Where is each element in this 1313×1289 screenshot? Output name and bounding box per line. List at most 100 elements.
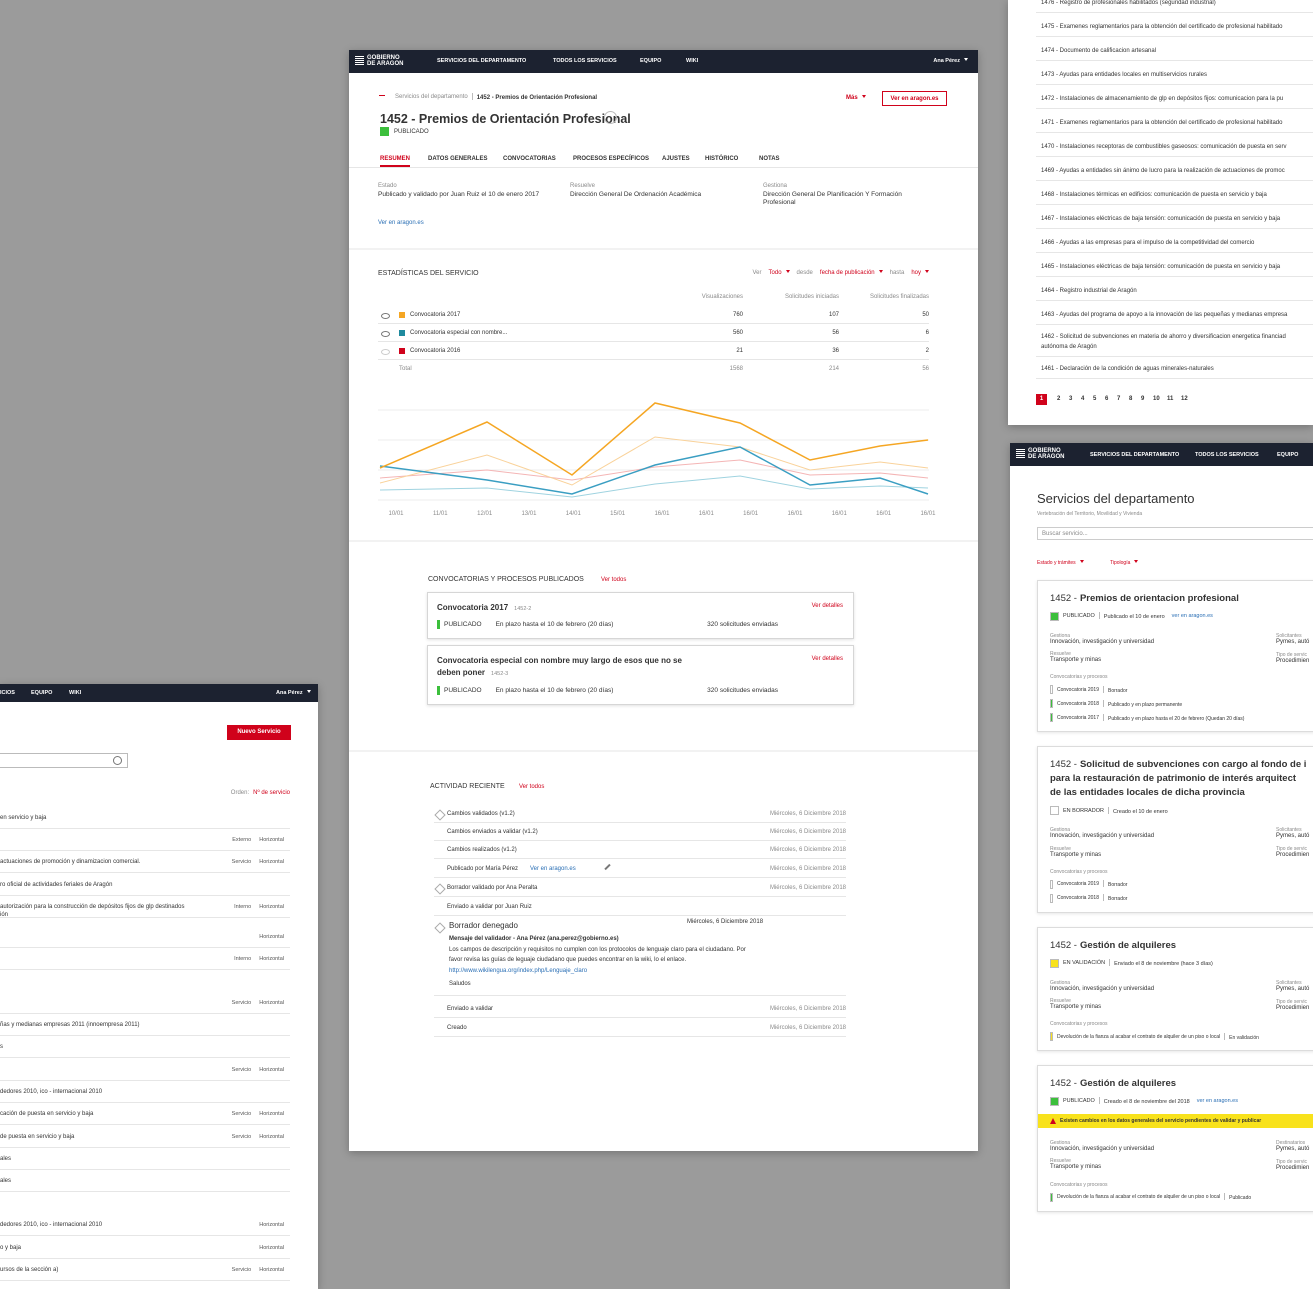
status-link[interactable]: ver en aragon.es — [1171, 613, 1213, 620]
nav-item[interactable]: TODOS LOS SERVICIOS — [553, 58, 617, 64]
page-link[interactable]: 11 — [1167, 396, 1174, 402]
search-box[interactable] — [0, 753, 128, 768]
nav-item[interactable]: WIKI — [686, 58, 699, 64]
service-row-text[interactable]: ales — [0, 1178, 12, 1184]
service-row-text[interactable]: ales — [0, 1156, 12, 1162]
service-item[interactable]: 1472 - Instalaciones de almacenamiento d… — [1041, 96, 1284, 102]
service-row-text[interactable]: de puesta en servicio y baja — [0, 1134, 75, 1140]
service-row-text[interactable]: ursos de la sección a) — [0, 1267, 59, 1273]
tab[interactable]: PROCESOS ESPECÍFICOS — [573, 156, 650, 162]
service-item[interactable]: 1470 - Instalaciones receptoras de combu… — [1041, 144, 1287, 150]
service-item[interactable]: 1461 - Declaración de la condición de ag… — [1041, 366, 1214, 372]
nav-item[interactable]: TODOS LOS SERVICIOS — [1195, 452, 1259, 458]
page-link[interactable]: 1 — [1036, 394, 1047, 405]
service-card[interactable]: 1452 - Premios de orientacion profesional… — [1037, 580, 1313, 733]
service-card[interactable]: 1452 - Solicitud de subvenciones con carg… — [1037, 746, 1313, 913]
service-item[interactable]: 1464 - Registro industrial de Aragón — [1041, 288, 1137, 294]
more-menu[interactable]: Más — [846, 95, 866, 102]
nav-item[interactable]: SERVICIOS DEL DEPARTAMENTO — [437, 58, 527, 64]
filter[interactable]: fecha de publicación — [820, 270, 883, 277]
nav-item[interactable]: EQUIPO — [31, 690, 53, 696]
service-item[interactable]: 1465 - Instalaciones eléctricas de baja … — [1041, 264, 1281, 270]
service-row-text[interactable]: en servicio y baja — [0, 815, 47, 821]
service-item[interactable]: 1469 - Ayudas a entidades sin ánimo de l… — [1041, 168, 1285, 174]
service-row-text[interactable]: ro oficial de actividades feriales de Ar… — [0, 882, 113, 888]
message-link[interactable]: http://www.wikilengua.org/index.php/Leng… — [449, 968, 588, 974]
nav-item[interactable]: EQUIPO — [640, 58, 662, 64]
field-label: Tipo de servic — [1276, 846, 1307, 853]
service-row-text[interactable]: actuaciones de promoción y dinamizacion … — [0, 859, 141, 865]
tab[interactable]: CONVOCATORIAS — [503, 156, 556, 162]
service-row-text[interactable]: s — [0, 1044, 3, 1050]
page-link[interactable]: 3 — [1069, 396, 1073, 402]
service-item[interactable]: 1474 - Documento de calificacion artesan… — [1041, 48, 1157, 54]
page-link[interactable]: 7 — [1117, 396, 1121, 402]
page-link[interactable]: 10 — [1153, 396, 1160, 402]
edit-icon[interactable] — [604, 863, 611, 871]
page-link[interactable]: 2 — [1057, 396, 1061, 402]
service-item[interactable]: 1466 - Ayudas a las empresas para el imp… — [1041, 240, 1255, 246]
call-details-link[interactable]: Ver detalles — [811, 656, 843, 662]
service-item[interactable]: 1476 - Registro de profesionales habilit… — [1041, 0, 1216, 6]
status-link[interactable]: ver en aragon.es — [1196, 1098, 1238, 1105]
tag: Horizontal — [259, 1111, 284, 1117]
service-row-text[interactable]: dedores 2010, ico - internacional 2010 — [0, 1222, 103, 1228]
service-item[interactable]: 1473 - Ayudas para entidades locales en … — [1041, 72, 1207, 78]
page-link[interactable]: 4 — [1081, 396, 1085, 402]
nav-item[interactable]: ICIOS — [0, 690, 15, 696]
order-value[interactable]: Nº de servicio — [253, 790, 290, 796]
summary-link[interactable]: Ver en aragon.es — [378, 220, 424, 226]
service-item[interactable]: 1468 - Instalaciones térmicas en edifici… — [1041, 192, 1267, 198]
visibility-icon[interactable] — [381, 349, 390, 355]
service-item[interactable]: 1462 - Solicitud de subvenciones en mate… — [1041, 334, 1286, 340]
service-row-text[interactable]: cación de puesta en servicio y baja — [0, 1111, 94, 1117]
tab[interactable]: RESUMEN — [380, 156, 411, 162]
page-link[interactable]: 12 — [1181, 396, 1188, 402]
page-link[interactable]: 5 — [1093, 396, 1097, 402]
call-details-link[interactable]: Ver detalles — [811, 603, 843, 609]
new-service-button[interactable]: Nuevo Servicio — [227, 725, 291, 740]
page-link[interactable]: 8 — [1129, 396, 1133, 402]
page-link[interactable]: 9 — [1141, 396, 1145, 402]
activity-text: Creado — [447, 1025, 467, 1031]
nav-item[interactable]: EQUIPO — [1277, 452, 1299, 458]
service-item[interactable]: autónoma de Aragón — [1041, 344, 1097, 350]
tab[interactable]: NOTAS — [759, 156, 780, 162]
service-row-text[interactable]: ión — [0, 912, 9, 918]
search-box[interactable]: Buscar servicio... — [1037, 527, 1313, 540]
breadcrumb-link[interactable]: Servicios del departamento — [395, 94, 468, 100]
chart-grid — [378, 409, 929, 501]
user-menu[interactable]: Ana Pérez — [276, 690, 311, 697]
service-card[interactable]: 1452 - Gestión de alquileres EN VALIDACIÓN… — [1037, 926, 1313, 1052]
series-line — [379, 475, 929, 498]
status-note: Creado el 8 de noviembre del 2018 — [1099, 1097, 1190, 1106]
filter-dropdown[interactable]: Tipología — [1110, 560, 1138, 566]
filter[interactable]: Todo — [769, 270, 790, 277]
visibility-icon[interactable] — [381, 331, 390, 337]
service-row-text[interactable]: o y baja — [0, 1245, 22, 1251]
activity-text: Borrador validado por Ana Peralta — [447, 885, 538, 891]
tab[interactable]: DATOS GENERALES — [428, 156, 488, 162]
activity-link[interactable]: Ver en aragon.es — [530, 866, 576, 872]
calls-link[interactable]: Ver todos — [601, 577, 627, 583]
filter-dropdown[interactable]: Estado y trámites — [1037, 560, 1084, 566]
tab[interactable]: AJUSTES — [662, 156, 690, 162]
user-menu[interactable]: Ana Pérez — [933, 58, 968, 65]
service-item[interactable]: 1471 - Examenes reglamentarios para la o… — [1041, 120, 1283, 126]
service-item[interactable]: 1463 - Ayudas del programa de apoyo a la… — [1041, 312, 1288, 318]
service-row-text[interactable]: ñas y medianas empresas 2011 (innoempres… — [0, 1022, 140, 1028]
service-row-text[interactable]: autorización para la construcción de dep… — [0, 904, 185, 910]
nav-item[interactable]: SERVICIOS DEL DEPARTAMENTO — [1090, 452, 1180, 458]
activity-link[interactable]: Ver todos — [519, 784, 545, 790]
page-link[interactable]: 6 — [1105, 396, 1109, 402]
field-label: Resuelve — [1050, 651, 1071, 658]
visibility-icon[interactable] — [381, 313, 390, 319]
service-card[interactable]: 1452 - Gestión de alquileres PUBLICADO Crea… — [1037, 1065, 1313, 1212]
service-item[interactable]: 1475 - Examenes reglamentarios para la o… — [1041, 24, 1283, 30]
service-row-text[interactable]: dedores 2010, ico - internacional 2010 — [0, 1089, 103, 1095]
tab[interactable]: HISTÓRICO — [705, 156, 739, 162]
nav-item[interactable]: WIKI — [69, 690, 82, 696]
service-item[interactable]: 1467 - Instalaciones eléctricas de baja … — [1041, 216, 1281, 222]
filter[interactable]: hoy — [911, 270, 929, 277]
view-button[interactable]: Ver en aragon.es — [882, 91, 947, 106]
